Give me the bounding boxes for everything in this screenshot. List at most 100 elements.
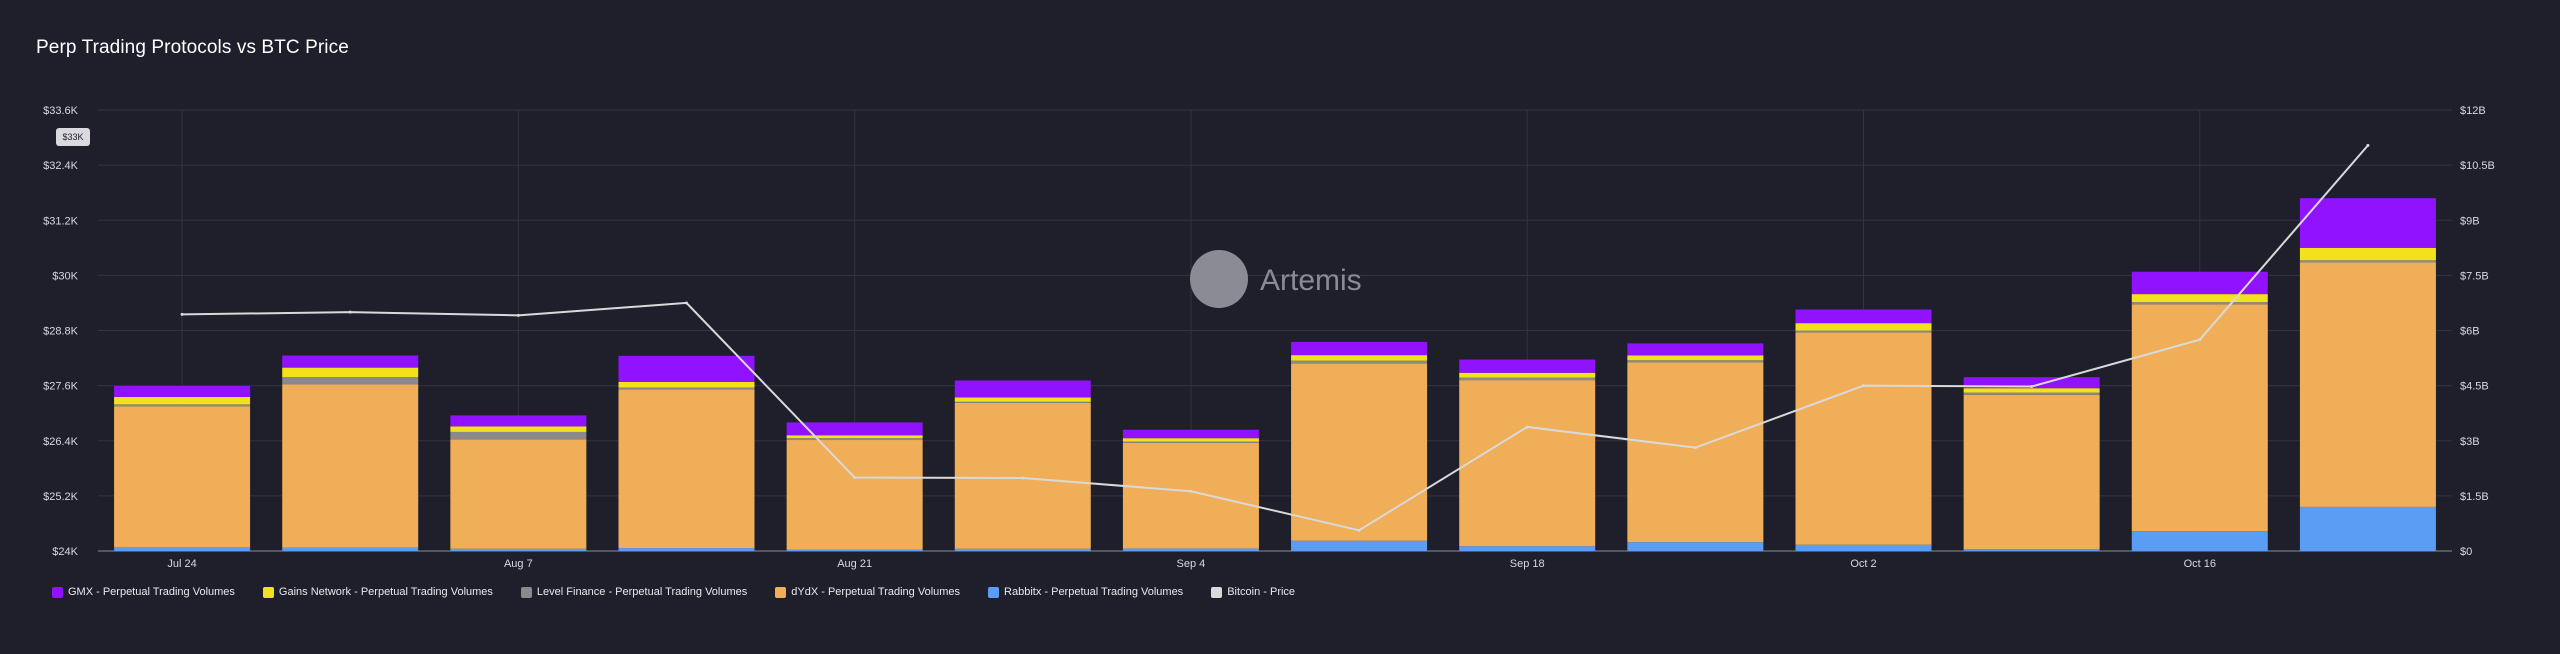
bar-segment[interactable] <box>1291 355 1428 361</box>
bar-segment[interactable] <box>1627 362 1764 543</box>
bar-segment[interactable] <box>450 548 587 551</box>
bar-segment[interactable] <box>2131 294 2268 303</box>
bar-segment[interactable] <box>2299 260 2436 263</box>
btc-price-point <box>2366 143 2370 147</box>
bar-segment[interactable] <box>2299 198 2436 248</box>
bar-segment[interactable] <box>114 397 251 405</box>
bar-segment[interactable] <box>1122 441 1259 443</box>
legend-item[interactable]: Bitcoin - Price <box>1211 586 1295 598</box>
bar-segment[interactable] <box>2299 506 2436 551</box>
watermark-text: Artemis <box>1260 264 1362 297</box>
btc-price-point <box>1525 425 1529 429</box>
right-tick-label: $0 <box>2460 546 2472 558</box>
bar-segment[interactable] <box>450 439 587 549</box>
bar-segment[interactable] <box>1122 438 1259 442</box>
bars-layer <box>114 198 2436 551</box>
left-tick-label: $24K <box>52 546 78 558</box>
bar-segment[interactable] <box>954 402 1091 549</box>
artemis-logo-icon <box>1190 250 1248 308</box>
bar-segment[interactable] <box>1459 380 1596 547</box>
bar-segment[interactable] <box>786 549 923 551</box>
legend-item[interactable]: dYdX - Perpetual Trading Volumes <box>775 586 960 598</box>
bar-segment[interactable] <box>1122 548 1259 551</box>
bar-segment[interactable] <box>1291 363 1428 541</box>
bar-segment[interactable] <box>786 438 923 441</box>
bar-segment[interactable] <box>1795 323 1932 331</box>
bar-segment[interactable] <box>1627 343 1764 356</box>
bar-segment[interactable] <box>2299 262 2436 507</box>
bar-segment[interactable] <box>1122 442 1259 549</box>
bar-segment[interactable] <box>1963 388 2100 393</box>
bar-segment[interactable] <box>2131 271 2268 295</box>
bar-segment[interactable] <box>1795 332 1932 545</box>
legend-item[interactable]: Gains Network - Perpetual Trading Volume… <box>262 586 493 598</box>
bar-segment[interactable] <box>450 415 587 427</box>
watermark: Artemis <box>1190 250 1362 308</box>
bar-segment[interactable] <box>114 404 251 407</box>
bar-segment[interactable] <box>282 547 419 551</box>
btc-price-point <box>1357 528 1361 532</box>
bar-segment[interactable] <box>1291 341 1428 356</box>
bar-segment[interactable] <box>618 389 755 549</box>
range-button[interactable]: $33K <box>56 128 90 146</box>
bar-segment[interactable] <box>1963 394 2100 550</box>
legend-item[interactable]: Level Finance - Perpetual Trading Volume… <box>520 586 747 598</box>
bar-segment[interactable] <box>1627 542 1764 551</box>
bar-segment[interactable] <box>1291 360 1428 364</box>
bar-segment[interactable] <box>786 440 923 550</box>
bar-segment[interactable] <box>618 548 755 551</box>
bar-segment[interactable] <box>1963 377 2100 389</box>
x-tick-label: Oct 16 <box>2184 558 2216 570</box>
bar-segment[interactable] <box>1627 355 1764 361</box>
legend-item[interactable]: GMX - Perpetual Trading Volumes <box>52 586 235 598</box>
legend-swatch <box>520 586 532 598</box>
bar-segment[interactable] <box>954 397 1091 402</box>
btc-price-point <box>516 313 520 317</box>
bar-segment[interactable] <box>1963 392 2100 395</box>
bar-segment[interactable] <box>282 355 419 368</box>
bar-segment[interactable] <box>954 380 1091 398</box>
bar-segment[interactable] <box>1459 359 1596 373</box>
bar-segment[interactable] <box>1795 309 1932 324</box>
left-tick-label: $31.2K <box>43 215 79 227</box>
right-tick-label: $1.5B <box>2460 491 2489 503</box>
bar-segment[interactable] <box>114 385 251 398</box>
legend-item[interactable]: Rabbitx - Perpetual Trading Volumes <box>988 586 1183 598</box>
left-tick-label: $27.6K <box>43 381 79 393</box>
legend-swatch <box>52 586 63 598</box>
left-tick-label: $25.2K <box>43 491 79 503</box>
bar-segment[interactable] <box>2131 531 2268 551</box>
btc-price-point <box>2198 338 2202 342</box>
bar-segment[interactable] <box>114 406 251 548</box>
bar-segment[interactable] <box>1963 549 2100 551</box>
bar-segment[interactable] <box>282 367 419 378</box>
bar-segment[interactable] <box>618 355 755 382</box>
bar-segment[interactable] <box>1795 544 1932 551</box>
bar-segment[interactable] <box>114 547 251 551</box>
bar-segment[interactable] <box>618 381 755 388</box>
bar-segment[interactable] <box>954 401 1091 403</box>
bar-segment[interactable] <box>1122 429 1259 439</box>
bar-segment[interactable] <box>2131 304 2268 532</box>
bar-segment[interactable] <box>954 548 1091 551</box>
btc-price-point <box>1862 384 1865 388</box>
bar-segment[interactable] <box>786 422 923 436</box>
bar-segment[interactable] <box>1459 377 1596 381</box>
legend-swatch <box>262 586 274 598</box>
btc-price-point <box>1189 489 1193 493</box>
bar-segment[interactable] <box>2131 302 2268 305</box>
bar-segment[interactable] <box>786 435 923 439</box>
bar-segment[interactable] <box>1627 360 1764 363</box>
bar-segment[interactable] <box>1795 330 1932 333</box>
btc-price-point <box>853 476 857 479</box>
bar-segment[interactable] <box>450 426 587 432</box>
bar-segment[interactable] <box>450 431 587 440</box>
bar-segment[interactable] <box>1459 546 1596 551</box>
bar-segment[interactable] <box>2299 247 2436 261</box>
legend-swatch <box>988 586 1000 598</box>
bar-segment[interactable] <box>618 387 755 390</box>
bar-segment[interactable] <box>1291 540 1428 551</box>
bar-segment[interactable] <box>282 384 419 548</box>
bar-segment[interactable] <box>282 377 419 385</box>
bar-segment[interactable] <box>1459 372 1596 378</box>
